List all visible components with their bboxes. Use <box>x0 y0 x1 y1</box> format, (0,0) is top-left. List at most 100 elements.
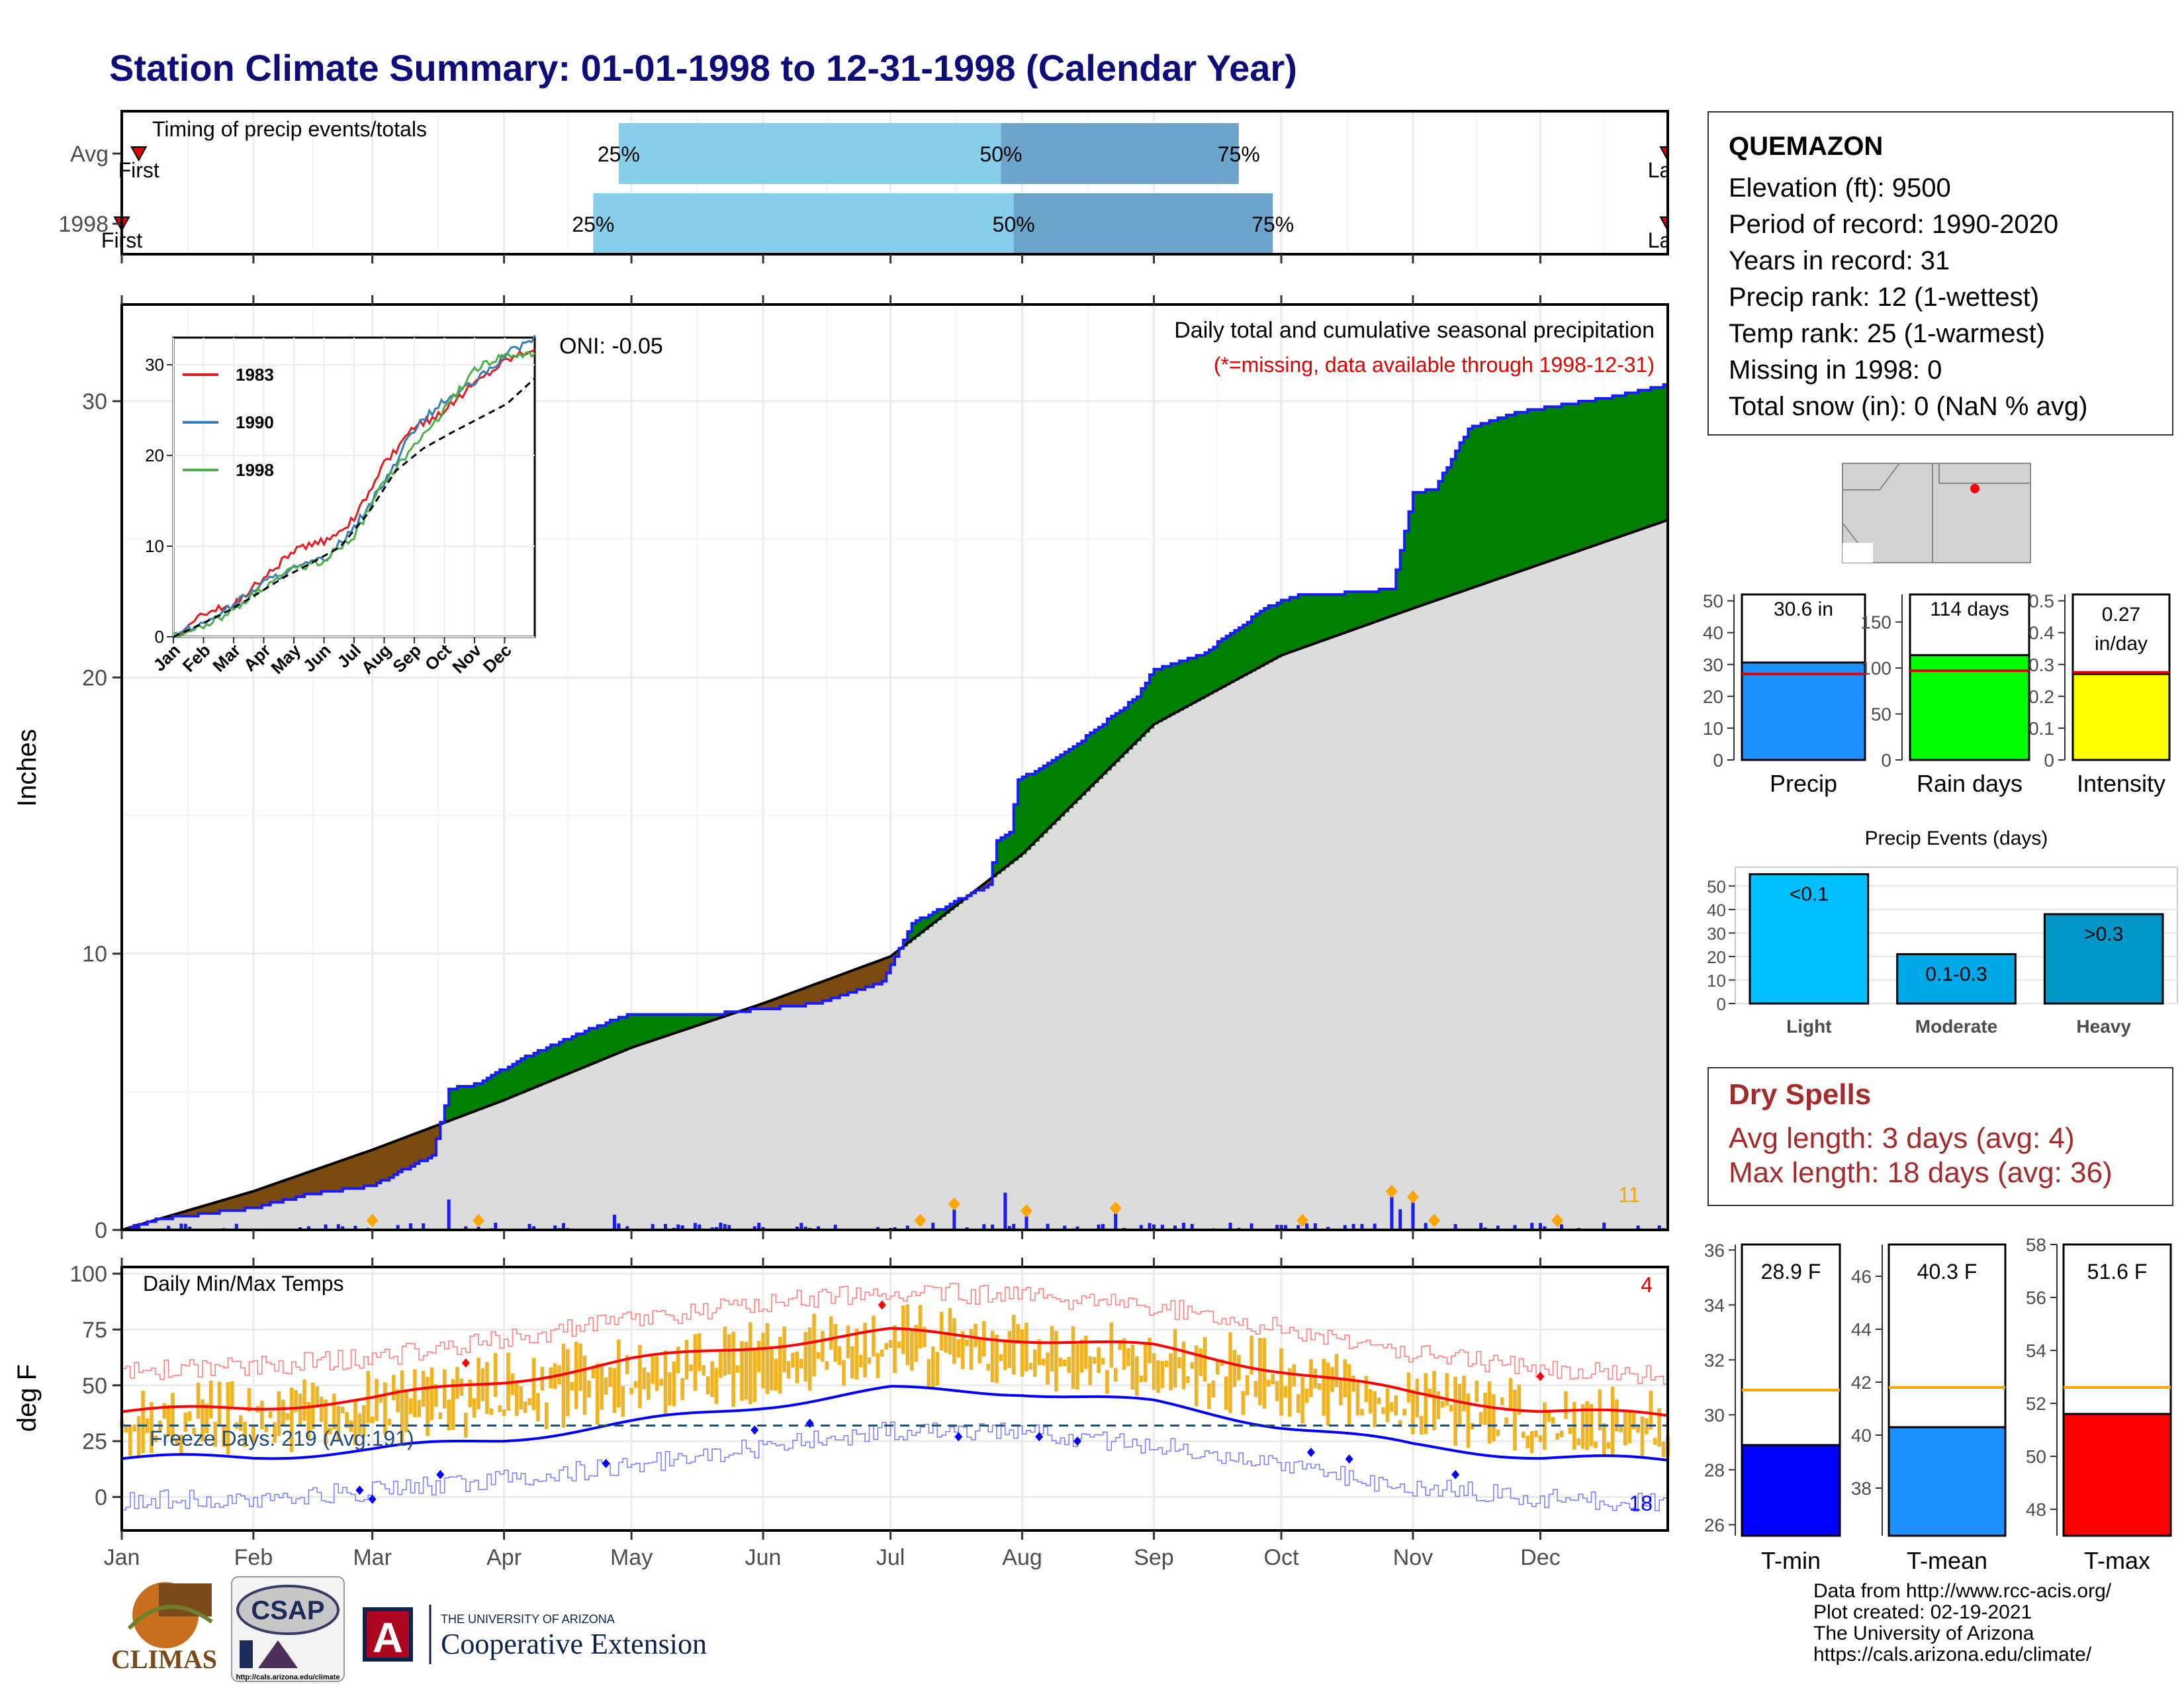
above-normal-area <box>546 1047 551 1083</box>
above-normal-area <box>1022 776 1027 855</box>
daily-temp-range-bar <box>1118 1340 1122 1350</box>
below-normal-area <box>827 980 832 1001</box>
above-normal-area <box>1519 412 1524 572</box>
daily-temp-range-bar <box>1122 1338 1126 1370</box>
below-normal-area <box>185 1211 191 1217</box>
daily-precip-bar <box>803 1227 807 1230</box>
daily-temp-range-bar <box>600 1363 604 1410</box>
temp-summary-label: T-mean <box>1907 1547 1987 1574</box>
daily-temp-range-bar <box>1508 1378 1513 1409</box>
above-normal-area <box>1259 611 1265 667</box>
above-normal-area <box>516 1061 522 1095</box>
daily-temp-range-bar <box>1232 1350 1237 1387</box>
daily-precip-bar <box>422 1223 426 1230</box>
above-normal-area <box>1616 395 1622 538</box>
above-normal-area <box>1306 594 1312 647</box>
daily-temp-range-bar <box>1534 1430 1538 1438</box>
above-normal-area <box>911 923 917 940</box>
daily-temp-range-bar <box>756 1340 761 1373</box>
summary-value-bar <box>1909 654 2030 761</box>
daily-precip-bar <box>408 1223 412 1230</box>
daily-temp-range-bar <box>527 1398 531 1405</box>
daily-temp-range-bar <box>1475 1380 1479 1403</box>
daily-temp-range-bar <box>846 1325 850 1358</box>
daily-precip-bar <box>680 1225 684 1230</box>
above-normal-area <box>1340 594 1345 634</box>
daily-temp-range-bar <box>1522 1431 1525 1438</box>
above-normal-area <box>482 1080 488 1108</box>
daily-temp-range-bar <box>1334 1354 1339 1387</box>
above-normal-area <box>1201 655 1206 700</box>
above-normal-area <box>1069 749 1074 808</box>
daily-temp-range-bar <box>238 1415 243 1431</box>
events-y-tick-label: 30 <box>1707 923 1726 943</box>
temp-summary-bar <box>2062 1413 2172 1537</box>
daily-temp-range-bar <box>1288 1368 1292 1417</box>
inset-y-tick-label: 0 <box>155 627 164 647</box>
timing-row-label: 1998 <box>58 212 109 237</box>
daily-temp-range-bar <box>183 1412 188 1432</box>
above-normal-area <box>1612 395 1617 539</box>
record-temp-marker <box>355 1485 364 1495</box>
summary-value-bar <box>2071 673 2171 761</box>
below-normal-area <box>283 1180 288 1200</box>
below-normal-area <box>890 956 895 965</box>
daily-temp-range-bar <box>1606 1442 1610 1449</box>
daily-temp-range-bar <box>1050 1325 1054 1372</box>
daily-temp-range-bar <box>1564 1391 1568 1419</box>
below-normal-area <box>393 1141 398 1175</box>
cold-day-count: 18 <box>1629 1491 1653 1515</box>
daily-temp-range-bar <box>340 1406 345 1414</box>
above-normal-area <box>1243 625 1248 677</box>
above-normal-area <box>1412 492 1418 609</box>
daily-temp-range-bar <box>1432 1370 1436 1430</box>
daily-temp-range-bar <box>676 1346 680 1374</box>
daily-temp-range-bar <box>1237 1354 1241 1381</box>
above-normal-area <box>1213 647 1218 692</box>
daily-temp-range-bar <box>629 1387 633 1395</box>
daily-temp-range-bar <box>608 1367 612 1387</box>
temp-x-tick-label: Feb <box>234 1545 273 1570</box>
daily-temp-range-bar <box>638 1344 642 1409</box>
daily-temp-range-bar <box>1385 1388 1390 1423</box>
above-normal-area <box>1544 406 1549 563</box>
daily-temp-range-bar <box>1449 1405 1453 1412</box>
daily-precip-bar <box>816 1226 820 1230</box>
daily-temp-range-bar <box>893 1325 897 1374</box>
above-normal-area <box>1162 666 1167 720</box>
daily-temp-range-bar <box>141 1391 145 1454</box>
daily-temp-range-bar <box>1513 1389 1517 1451</box>
above-normal-area <box>1642 390 1647 529</box>
above-normal-area <box>686 1014 692 1029</box>
below-normal-area <box>805 988 811 1004</box>
daily-temp-range-bar <box>413 1369 417 1418</box>
above-normal-area <box>1565 404 1570 555</box>
above-normal-area <box>1226 635 1231 686</box>
record-temp-marker <box>805 1419 814 1429</box>
above-normal-area <box>525 1056 530 1092</box>
below-normal-area <box>882 959 887 982</box>
daily-precip-bar <box>833 1225 837 1230</box>
daily-precip-bar <box>1114 1213 1118 1230</box>
daily-precip-bar <box>1453 1224 1457 1230</box>
above-normal-area <box>614 1019 619 1055</box>
events-title: Precip Events (days) <box>1865 827 2048 849</box>
daily-temp-range-bar <box>391 1375 396 1401</box>
daily-temp-range-bar <box>1496 1429 1500 1436</box>
temp-y-tick-label: 0 <box>95 1485 107 1510</box>
above-normal-area <box>1073 746 1078 804</box>
above-normal-area <box>1107 718 1112 771</box>
summary-y-tick-label: 10 <box>1703 718 1723 739</box>
summary-y-tick-label: 100 <box>1860 658 1891 679</box>
daily-temp-range-bar <box>1160 1361 1165 1388</box>
daily-temp-range-bar <box>1428 1388 1432 1398</box>
above-normal-area <box>1646 390 1651 528</box>
daily-precip-bar <box>132 1223 136 1230</box>
temp-y-tick-label: 100 <box>69 1262 107 1287</box>
below-normal-area <box>372 1149 377 1186</box>
daily-temp-range-bar <box>672 1361 676 1407</box>
daily-temp-range-bar <box>888 1340 893 1348</box>
heavy-precip-marker <box>1109 1201 1122 1215</box>
above-normal-area <box>1030 774 1036 846</box>
above-normal-area <box>1591 401 1596 547</box>
